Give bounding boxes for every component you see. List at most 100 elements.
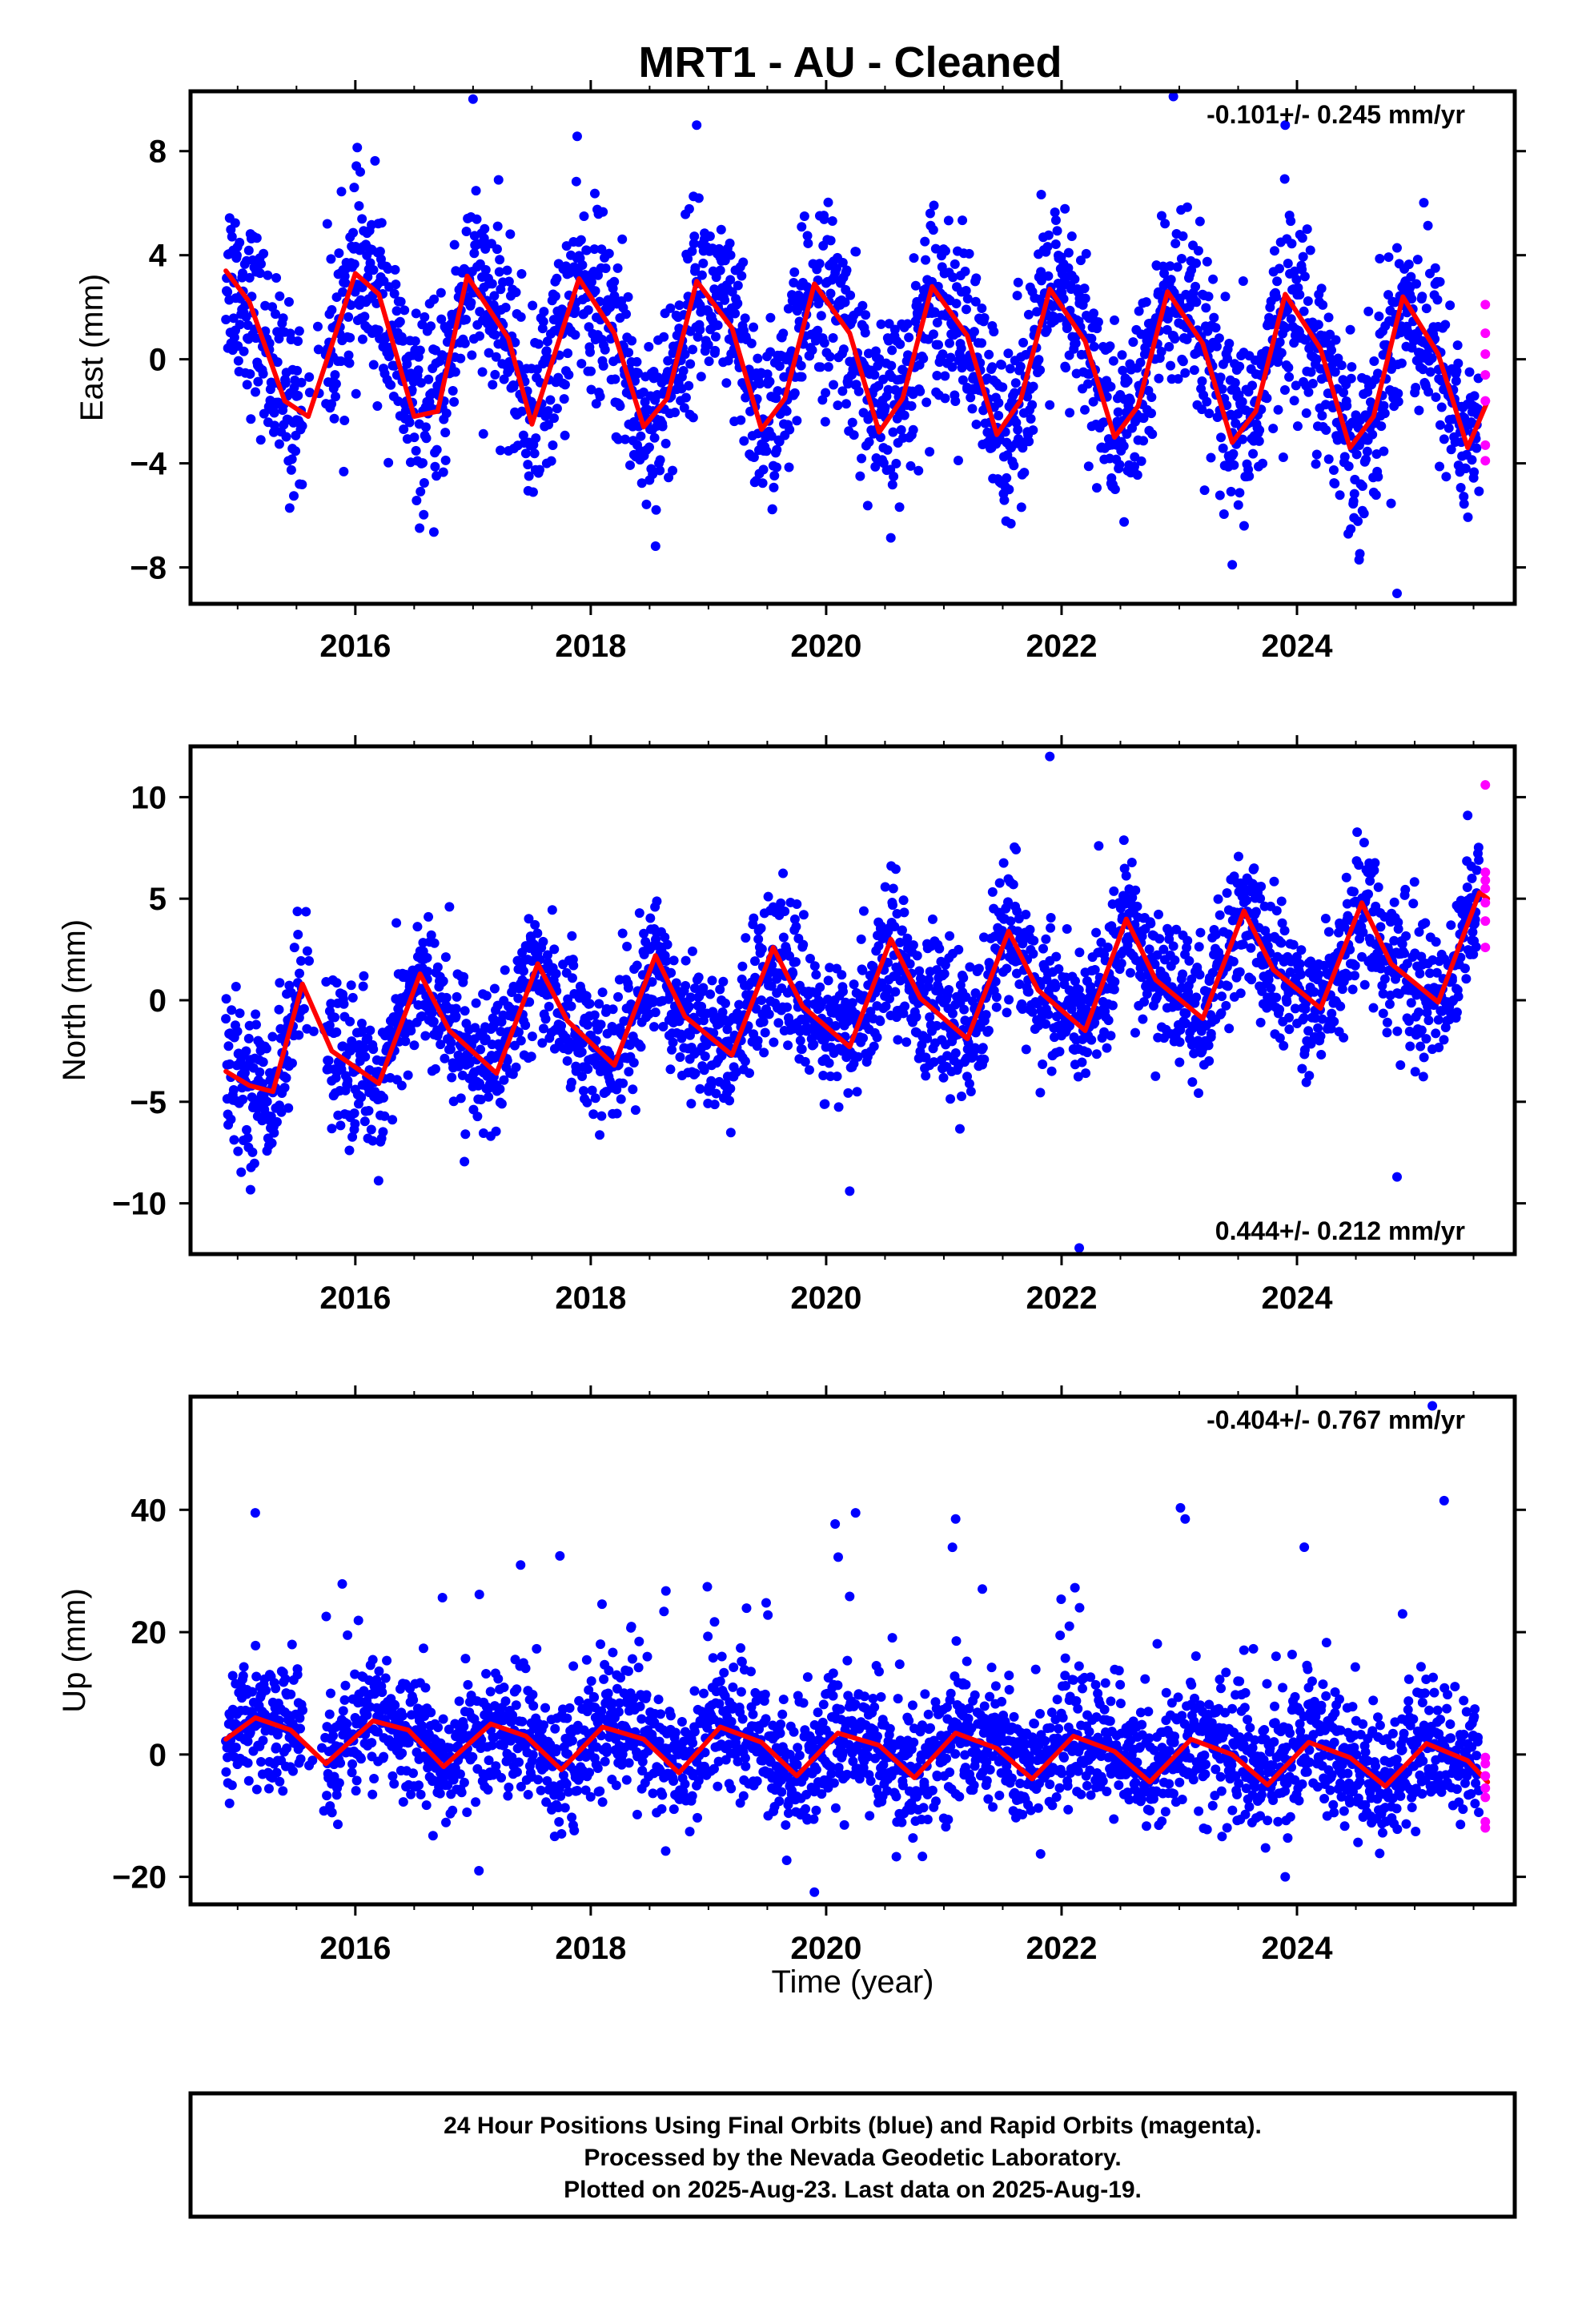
data-point bbox=[469, 248, 480, 259]
data-point bbox=[620, 434, 630, 444]
data-point bbox=[1118, 365, 1128, 376]
data-point bbox=[809, 1039, 819, 1050]
data-point bbox=[940, 371, 950, 381]
data-point bbox=[416, 1011, 427, 1021]
data-point bbox=[1138, 1014, 1148, 1024]
data-point bbox=[841, 265, 852, 275]
data-point bbox=[1430, 263, 1440, 273]
data-point bbox=[929, 200, 939, 211]
data-point bbox=[346, 980, 356, 991]
data-point bbox=[489, 291, 500, 301]
data-point bbox=[661, 438, 671, 448]
data-point bbox=[538, 1023, 548, 1034]
data-point bbox=[707, 975, 717, 986]
data-point bbox=[1025, 924, 1035, 935]
data-point bbox=[1028, 949, 1038, 959]
data-point bbox=[860, 328, 870, 338]
data-point bbox=[1035, 365, 1046, 376]
data-point bbox=[953, 455, 963, 465]
data-point bbox=[1154, 934, 1165, 944]
data-point bbox=[549, 944, 560, 955]
data-point bbox=[505, 229, 516, 239]
data-point bbox=[581, 991, 592, 1001]
data-point bbox=[1013, 424, 1023, 435]
data-point bbox=[1353, 516, 1363, 526]
data-point bbox=[662, 939, 673, 950]
data-point bbox=[1345, 324, 1355, 335]
data-point bbox=[650, 1007, 661, 1018]
data-point bbox=[896, 424, 906, 435]
data-point bbox=[334, 248, 344, 259]
data-point bbox=[440, 952, 451, 963]
data-point bbox=[1372, 368, 1383, 379]
data-point bbox=[1038, 943, 1048, 954]
data-point bbox=[792, 899, 802, 909]
data-point bbox=[1276, 938, 1287, 948]
data-point bbox=[681, 980, 691, 991]
data-point bbox=[946, 1094, 956, 1104]
data-point bbox=[917, 1039, 927, 1050]
data-point bbox=[648, 469, 658, 480]
data-point bbox=[1042, 242, 1053, 252]
data-point bbox=[1128, 337, 1138, 348]
outlier-point bbox=[1168, 91, 1178, 102]
data-point bbox=[464, 1058, 475, 1068]
data-point bbox=[750, 956, 761, 967]
data-point bbox=[383, 263, 393, 274]
data-point bbox=[502, 1055, 512, 1066]
data-point bbox=[833, 1102, 844, 1112]
data-point bbox=[1304, 1071, 1315, 1081]
data-point bbox=[511, 1062, 521, 1072]
data-point bbox=[260, 300, 271, 311]
data-point bbox=[232, 1026, 243, 1036]
data-point bbox=[1361, 454, 1371, 464]
data-point bbox=[901, 1037, 912, 1047]
data-point bbox=[480, 1034, 491, 1044]
data-point bbox=[493, 175, 504, 185]
data-point bbox=[294, 326, 304, 336]
data-point bbox=[243, 1033, 254, 1043]
data-point bbox=[677, 1033, 687, 1043]
data-point bbox=[765, 312, 776, 323]
data-point bbox=[1160, 219, 1170, 229]
data-point bbox=[751, 1003, 761, 1014]
data-point bbox=[1453, 358, 1464, 368]
data-point bbox=[1203, 1040, 1214, 1051]
data-point bbox=[961, 285, 971, 296]
data-point bbox=[644, 342, 654, 352]
data-point bbox=[815, 982, 825, 992]
data-point bbox=[1023, 987, 1034, 997]
data-point bbox=[1307, 379, 1318, 389]
data-point bbox=[624, 1067, 634, 1077]
data-point bbox=[476, 1095, 486, 1105]
data-point bbox=[304, 388, 315, 398]
data-point bbox=[1367, 429, 1378, 440]
data-point bbox=[1178, 356, 1188, 367]
data-point bbox=[477, 367, 488, 377]
data-point bbox=[1271, 292, 1281, 302]
data-point bbox=[293, 930, 303, 940]
data-point bbox=[1166, 275, 1176, 285]
data-point bbox=[1266, 983, 1276, 994]
data-point bbox=[1414, 405, 1424, 416]
data-point bbox=[1228, 956, 1239, 967]
data-point bbox=[977, 304, 987, 314]
data-point bbox=[956, 1091, 966, 1101]
data-point bbox=[366, 1124, 376, 1135]
data-point bbox=[940, 246, 950, 256]
data-point bbox=[1153, 287, 1163, 297]
data-point bbox=[1060, 203, 1070, 214]
data-point bbox=[1246, 943, 1256, 953]
data-point bbox=[950, 259, 960, 269]
data-point bbox=[524, 997, 535, 1007]
outlier-point bbox=[468, 94, 478, 104]
data-point bbox=[932, 370, 942, 380]
data-point bbox=[327, 399, 337, 409]
data-point bbox=[798, 939, 809, 950]
data-point bbox=[1008, 879, 1018, 890]
data-point bbox=[917, 292, 928, 302]
data-point bbox=[1249, 863, 1259, 874]
data-point bbox=[1238, 275, 1248, 286]
data-point bbox=[942, 1051, 953, 1061]
data-point bbox=[623, 292, 633, 302]
